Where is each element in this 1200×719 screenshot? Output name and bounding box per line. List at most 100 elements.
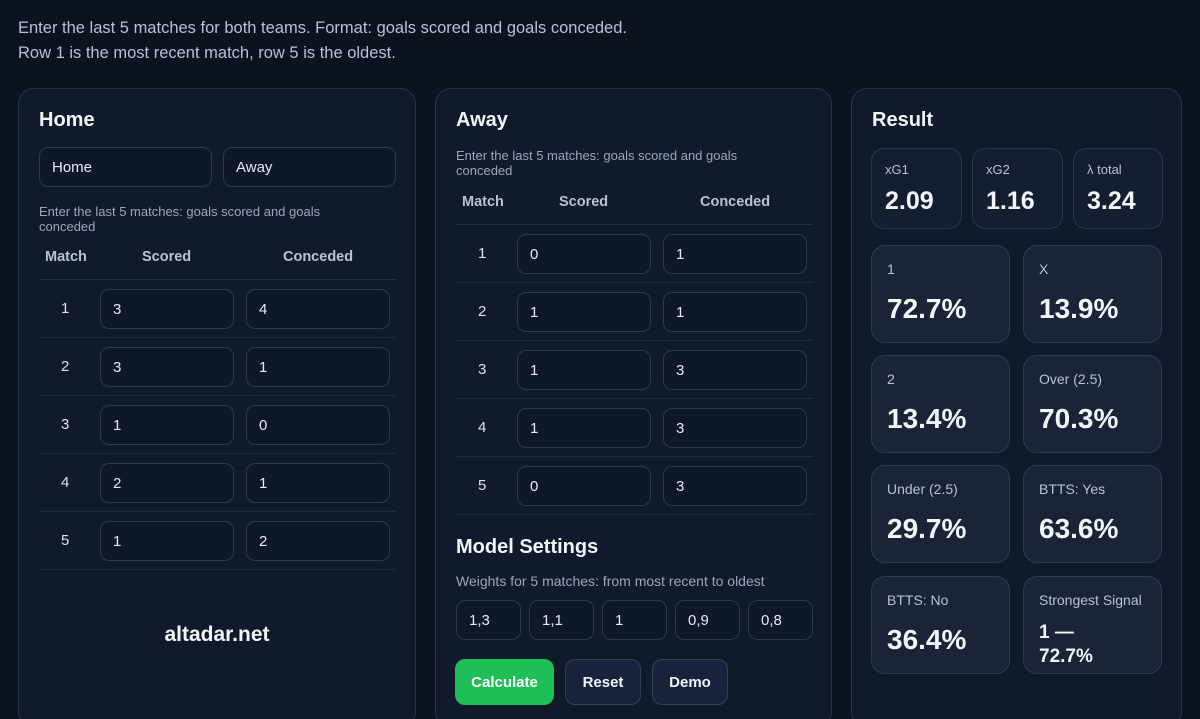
table-row: 2: [39, 338, 396, 396]
prob-card-under: Under (2.5) 29.7%: [871, 465, 1010, 563]
card-value: 36.4%: [887, 624, 967, 655]
result-panel-title: Result: [872, 109, 934, 131]
table-row: 5: [39, 512, 396, 570]
home-team-name-input[interactable]: [39, 147, 212, 187]
xg1-label: xG1: [885, 162, 909, 177]
card-label: Strongest Signal: [1039, 592, 1142, 608]
card-value: 70.3%: [1039, 403, 1119, 434]
card-label: 1: [887, 261, 895, 277]
away-scored-input-1[interactable]: [517, 234, 651, 274]
result-panel: Result xG1 2.09 xG2 1.16 λ total 3.24 1 …: [851, 88, 1182, 719]
weight-input-2[interactable]: [529, 600, 594, 640]
home-scored-input-5[interactable]: [100, 521, 234, 561]
home-scored-input-1[interactable]: [100, 289, 234, 329]
table-row: 1: [39, 280, 396, 338]
lambda-total-stat: λ total 3.24: [1073, 148, 1163, 229]
model-settings-title: Model Settings: [456, 536, 599, 558]
match-number: 5: [478, 477, 487, 494]
away-scored-input-4[interactable]: [517, 408, 651, 448]
strongest-signal-line-2: 72.7%: [1039, 646, 1093, 667]
header-match: Match: [45, 249, 87, 265]
away-conceded-input-1[interactable]: [663, 234, 807, 274]
prob-card-over: Over (2.5) 70.3%: [1023, 355, 1162, 453]
away-team-name-input[interactable]: [223, 147, 396, 187]
home-table-header: Match Scored Conceded: [39, 236, 396, 280]
away-conceded-input-3[interactable]: [663, 350, 807, 390]
away-panel-title: Away: [456, 109, 508, 131]
card-label: BTTS: No: [887, 592, 949, 608]
away-panel: Away Enter the last 5 matches: goals sco…: [435, 88, 832, 719]
away-scored-input-2[interactable]: [517, 292, 651, 332]
weight-input-4[interactable]: [675, 600, 740, 640]
card-value: 63.6%: [1039, 513, 1119, 544]
intro-line-2: Row 1 is the most recent match, row 5 is…: [18, 44, 396, 62]
home-hint: Enter the last 5 matches: goals scored a…: [39, 204, 321, 234]
xg1-value: 2.09: [885, 187, 934, 215]
away-scored-input-3[interactable]: [517, 350, 651, 390]
home-conceded-input-1[interactable]: [246, 289, 390, 329]
away-table-header: Match Scored Conceded: [456, 181, 813, 225]
home-scored-input-4[interactable]: [100, 463, 234, 503]
table-row: 1: [456, 225, 813, 283]
strongest-signal-value: 1 — 72.7%: [1039, 621, 1093, 669]
match-number: 3: [478, 361, 487, 378]
home-conceded-input-2[interactable]: [246, 347, 390, 387]
home-panel-title: Home: [39, 109, 95, 131]
header-conceded: Conceded: [283, 249, 354, 265]
match-number: 3: [61, 416, 70, 433]
away-conceded-input-2[interactable]: [663, 292, 807, 332]
table-row: 4: [456, 399, 813, 457]
intro-line-1: Enter the last 5 matches for both teams.…: [18, 19, 627, 37]
away-matches-table: Match Scored Conceded 1 2 3 4 5: [456, 181, 813, 515]
xg2-value: 1.16: [986, 187, 1035, 215]
match-number: 4: [61, 474, 70, 491]
card-label: X: [1039, 261, 1049, 277]
table-row: 4: [39, 454, 396, 512]
away-scored-input-5[interactable]: [517, 466, 651, 506]
match-number: 2: [478, 303, 487, 320]
match-number: 1: [61, 300, 70, 317]
prob-card-btts-no: BTTS: No 36.4%: [871, 576, 1010, 674]
reset-button[interactable]: Reset: [565, 659, 641, 705]
card-label: Over (2.5): [1039, 371, 1103, 387]
xg2-label: xG2: [986, 162, 1010, 177]
prob-card-home-win: 1 72.7%: [871, 245, 1010, 343]
table-row: 5: [456, 457, 813, 515]
card-label: BTTS: Yes: [1039, 481, 1106, 497]
card-label: Under (2.5): [887, 481, 958, 497]
home-panel: Home Enter the last 5 matches: goals sco…: [18, 88, 416, 719]
prob-card-btts-yes: BTTS: Yes 63.6%: [1023, 465, 1162, 563]
away-hint: Enter the last 5 matches: goals scored a…: [456, 148, 738, 178]
page-title-cropped: [18, 0, 108, 4]
demo-button[interactable]: Demo: [652, 659, 728, 705]
weight-input-3[interactable]: [602, 600, 667, 640]
home-scored-input-3[interactable]: [100, 405, 234, 445]
away-conceded-input-4[interactable]: [663, 408, 807, 448]
away-conceded-input-5[interactable]: [663, 466, 807, 506]
calculate-button[interactable]: Calculate: [455, 659, 554, 705]
card-value: 72.7%: [887, 293, 967, 324]
match-number: 5: [61, 532, 70, 549]
match-number: 4: [478, 419, 487, 436]
brand-text: altadar.net: [164, 623, 270, 646]
home-conceded-input-5[interactable]: [246, 521, 390, 561]
prob-card-draw: X 13.9%: [1023, 245, 1162, 343]
xg2-stat: xG2 1.16: [972, 148, 1063, 229]
card-value: 13.9%: [1039, 293, 1119, 324]
intro-text: Enter the last 5 matches for both teams.…: [18, 16, 627, 66]
lambda-total-label: λ total: [1087, 162, 1122, 177]
table-row: 3: [456, 341, 813, 399]
home-scored-input-2[interactable]: [100, 347, 234, 387]
home-conceded-input-4[interactable]: [246, 463, 390, 503]
prob-card-away-win: 2 13.4%: [871, 355, 1010, 453]
header-scored: Scored: [142, 249, 192, 265]
match-number: 2: [61, 358, 70, 375]
header-scored: Scored: [559, 194, 609, 210]
weight-input-1[interactable]: [456, 600, 521, 640]
match-number: 1: [478, 245, 487, 262]
home-conceded-input-3[interactable]: [246, 405, 390, 445]
card-label: 2: [887, 371, 895, 387]
weight-input-5[interactable]: [748, 600, 813, 640]
strongest-signal-line-1: 1 —: [1039, 622, 1074, 643]
xg1-stat: xG1 2.09: [871, 148, 962, 229]
